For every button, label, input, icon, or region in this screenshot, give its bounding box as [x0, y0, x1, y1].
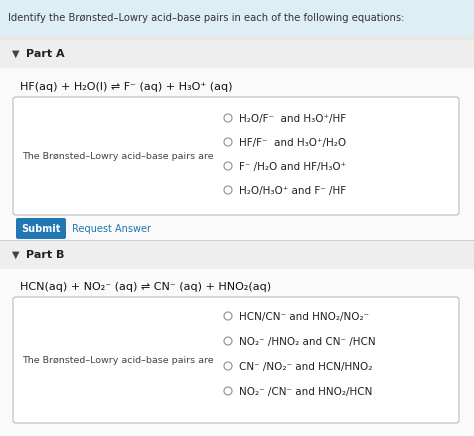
- Circle shape: [224, 362, 232, 370]
- Text: Part B: Part B: [26, 250, 64, 260]
- Text: CN⁻ /NO₂⁻ and HCN/HNO₂: CN⁻ /NO₂⁻ and HCN/HNO₂: [239, 362, 373, 372]
- Circle shape: [224, 162, 232, 170]
- Text: Identify the Brønsted–Lowry acid–base pairs in each of the following equations:: Identify the Brønsted–Lowry acid–base pa…: [8, 13, 404, 23]
- Text: The Brønsted–Lowry acid–base pairs are: The Brønsted–Lowry acid–base pairs are: [22, 151, 214, 160]
- FancyBboxPatch shape: [13, 297, 459, 423]
- Bar: [0, 40, 474, 68]
- Text: ▼: ▼: [12, 250, 19, 260]
- Text: ▼: ▼: [12, 49, 19, 59]
- Text: HF/F⁻  and H₃O⁺/H₂O: HF/F⁻ and H₃O⁺/H₂O: [239, 138, 346, 148]
- FancyBboxPatch shape: [16, 218, 66, 239]
- Text: Submit: Submit: [21, 224, 61, 234]
- Text: Part A: Part A: [26, 49, 64, 59]
- Bar: [0, 0, 474, 36]
- Text: H₂O/F⁻  and H₃O⁺/HF: H₂O/F⁻ and H₃O⁺/HF: [239, 114, 346, 124]
- Text: HCN(aq) + NO₂⁻ (aq) ⇌ CN⁻ (aq) + HNO₂(aq): HCN(aq) + NO₂⁻ (aq) ⇌ CN⁻ (aq) + HNO₂(aq…: [20, 282, 271, 292]
- Bar: [0, 36, 474, 40]
- Text: NO₂⁻ /HNO₂ and CN⁻ /HCN: NO₂⁻ /HNO₂ and CN⁻ /HCN: [239, 337, 375, 347]
- Text: H₂O/H₃O⁺ and F⁻ /HF: H₂O/H₃O⁺ and F⁻ /HF: [239, 186, 346, 196]
- Text: Request Answer: Request Answer: [72, 224, 151, 234]
- Text: F⁻ /H₂O and HF/H₃O⁺: F⁻ /H₂O and HF/H₃O⁺: [239, 162, 346, 172]
- Circle shape: [224, 138, 232, 146]
- Circle shape: [224, 387, 232, 395]
- Text: HF(aq) + H₂O(l) ⇌ F⁻ (aq) + H₃O⁺ (aq): HF(aq) + H₂O(l) ⇌ F⁻ (aq) + H₃O⁺ (aq): [20, 82, 233, 92]
- Circle shape: [224, 186, 232, 194]
- FancyBboxPatch shape: [13, 97, 459, 215]
- Circle shape: [224, 312, 232, 320]
- Circle shape: [224, 114, 232, 122]
- Bar: [0, 241, 474, 269]
- Bar: [0, 240, 474, 241]
- Circle shape: [224, 337, 232, 345]
- Bar: [0, 40, 474, 255]
- Bar: [0, 241, 474, 436]
- Text: HCN/CN⁻ and HNO₂/NO₂⁻: HCN/CN⁻ and HNO₂/NO₂⁻: [239, 312, 369, 322]
- Text: NO₂⁻ /CN⁻ and HNO₂/HCN: NO₂⁻ /CN⁻ and HNO₂/HCN: [239, 387, 373, 397]
- Text: The Brønsted–Lowry acid–base pairs are: The Brønsted–Lowry acid–base pairs are: [22, 355, 214, 364]
